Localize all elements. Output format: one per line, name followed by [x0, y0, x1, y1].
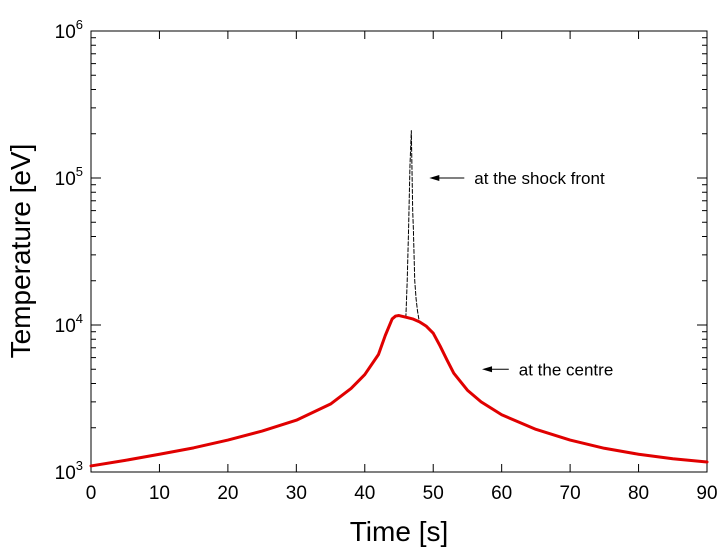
- series-line-centre: [89, 314, 709, 468]
- x-tick-label: 0: [86, 483, 97, 504]
- annotation-label: at the shock front: [474, 169, 605, 188]
- y-tick-base: 10: [55, 316, 76, 337]
- y-tick-base: 10: [55, 22, 76, 43]
- y-tick-base: 10: [55, 169, 76, 190]
- x-tick-label: 20: [217, 483, 238, 504]
- x-tick-label: 60: [491, 483, 512, 504]
- y-tick-label: 105: [55, 164, 83, 190]
- series-group: [89, 130, 709, 468]
- x-tick-label: 10: [149, 483, 170, 504]
- x-tick-label: 40: [354, 483, 375, 504]
- annotations-group: at the shock front at the centre: [429, 169, 613, 379]
- x-tick-label: 90: [696, 483, 717, 504]
- arrow-head-icon: [482, 366, 493, 373]
- y-tick-label: 103: [55, 458, 83, 484]
- x-axis-label: Time [s]: [350, 516, 449, 547]
- y-tick-base: 10: [55, 463, 76, 484]
- series-line-shock-front: [405, 130, 420, 320]
- annotation-label: at the centre: [519, 360, 614, 379]
- plot-frame: [90, 30, 708, 473]
- y-tick-label: 104: [55, 311, 83, 337]
- y-tick-exponent: 5: [76, 164, 83, 179]
- x-tick-label: 30: [286, 483, 307, 504]
- y-tick-exponent: 3: [76, 458, 83, 473]
- y-tick-exponent: 4: [76, 311, 83, 326]
- x-tick-label: 50: [423, 483, 444, 504]
- arrow-head-icon: [429, 175, 440, 181]
- y-tick-label: 106: [55, 17, 83, 43]
- y-tick-exponent: 6: [76, 17, 83, 32]
- x-tick-label: 70: [560, 483, 581, 504]
- y-axis-label: Temperature [eV]: [5, 144, 36, 359]
- x-tick-label: 80: [628, 483, 649, 504]
